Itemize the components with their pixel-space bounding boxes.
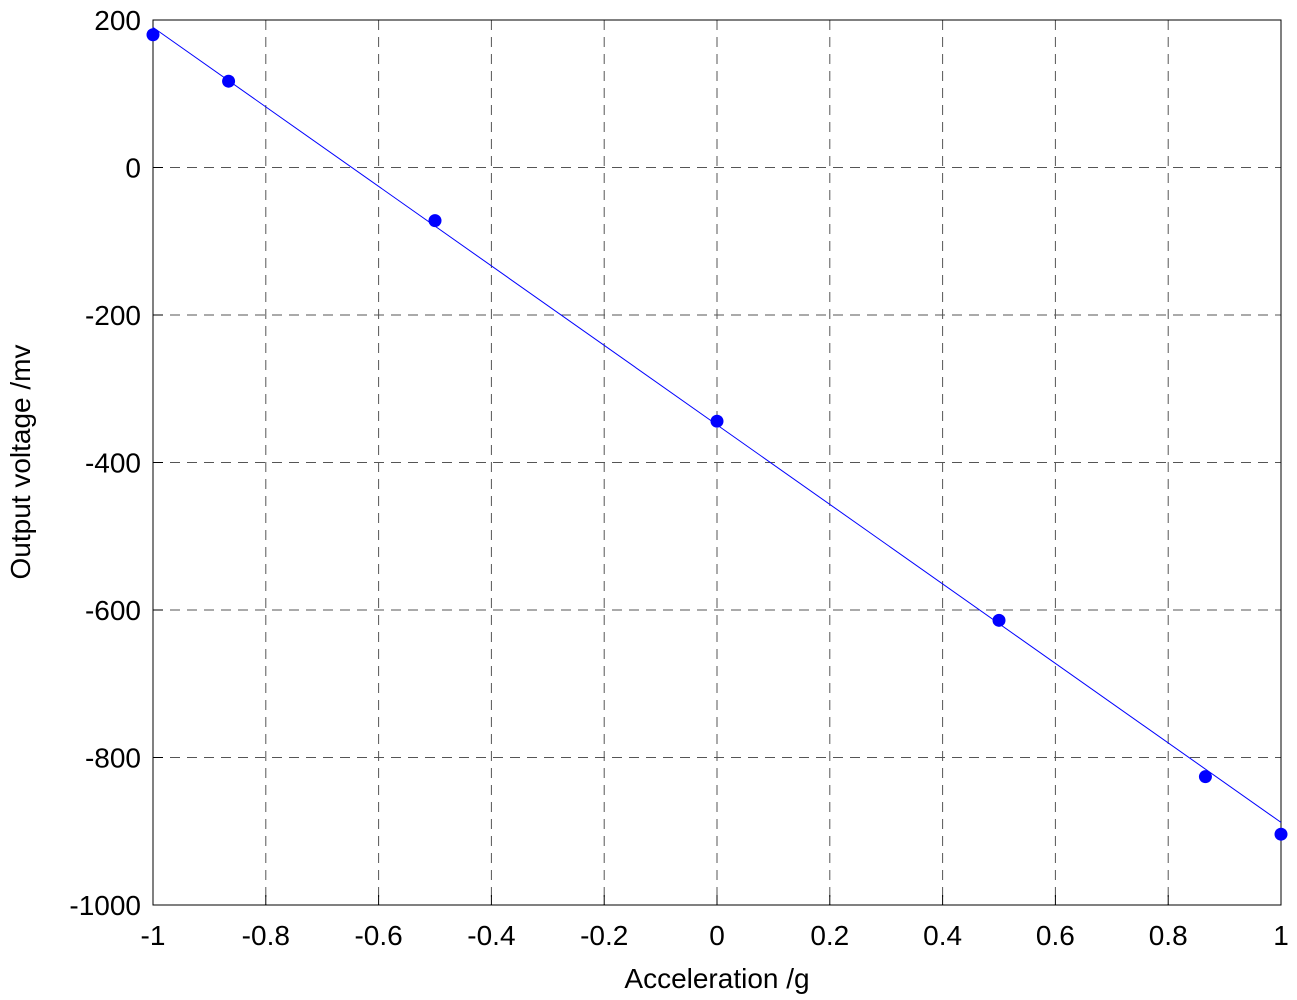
y-tick-label: -400 (85, 448, 141, 479)
x-tick-label: -1 (141, 920, 166, 951)
data-point (992, 613, 1006, 627)
plot-frame (152, 19, 1282, 906)
x-tick-label: 0.6 (1036, 920, 1075, 951)
x-tick-label: -0.8 (242, 920, 290, 951)
x-tick-label: 1 (1273, 920, 1289, 951)
y-tick-label: -600 (85, 595, 141, 626)
y-tick-label: 0 (125, 153, 141, 184)
x-tick-label: -0.2 (580, 920, 628, 951)
y-tick-label: -200 (85, 300, 141, 331)
x-axis-title: Acceleration /g (624, 963, 809, 994)
x-tick-label: 0 (709, 920, 725, 951)
data-point (146, 28, 160, 42)
y-tick-label: 200 (94, 5, 141, 36)
x-tick-label: 0.4 (923, 920, 962, 951)
data-point (710, 414, 724, 428)
x-tick-label: 0.8 (1149, 920, 1188, 951)
data-point (428, 214, 442, 228)
y-tick-label: -800 (85, 743, 141, 774)
data-point (1198, 770, 1212, 784)
data-point (1274, 827, 1288, 841)
y-axis-title: Output voltage /mv (5, 344, 36, 579)
y-tick-label: -1000 (69, 890, 141, 921)
x-tick-label: 0.2 (810, 920, 849, 951)
x-tick-label: -0.6 (354, 920, 402, 951)
fit-line (152, 26, 1282, 823)
x-tick-label: -0.4 (467, 920, 515, 951)
